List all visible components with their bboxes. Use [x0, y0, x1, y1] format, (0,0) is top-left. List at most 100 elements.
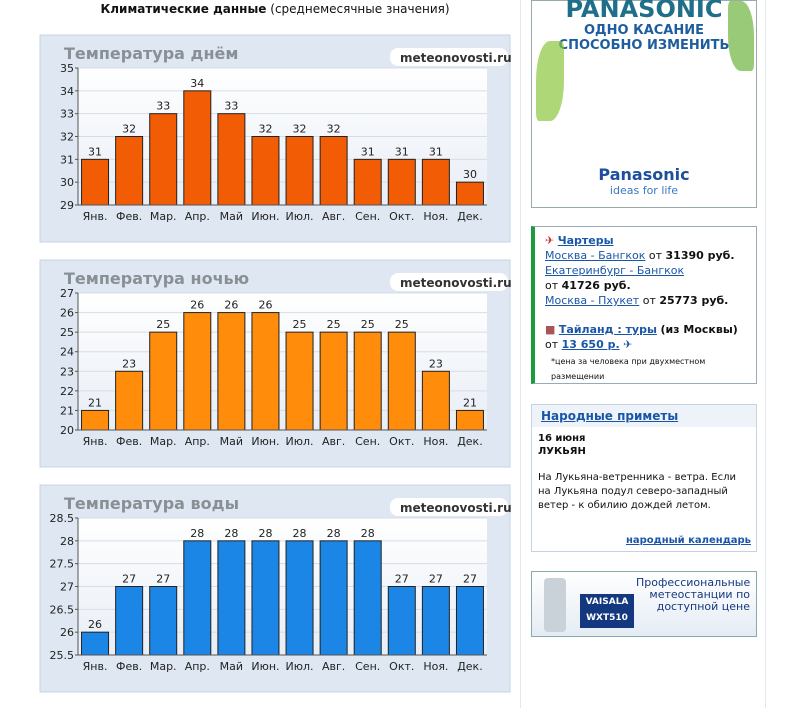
ad-brand: PANASONIC [565, 0, 723, 23]
tours-link[interactable]: Тайланд : туры [558, 323, 657, 336]
y-tick-label: 29 [60, 199, 74, 212]
bar [115, 370, 144, 431]
bar [285, 331, 314, 431]
bar [285, 540, 314, 656]
y-tick-label: 32 [60, 131, 74, 144]
value-label: 28 [258, 527, 272, 540]
price: 25773 руб. [659, 294, 729, 307]
value-label: 28 [224, 527, 238, 540]
bar [251, 312, 280, 431]
value-label: 28 [293, 527, 307, 540]
bar [319, 540, 348, 656]
folk-box: Народные приметы 16 июня ЛУКЬЯН На Лукья… [531, 404, 757, 552]
ad-line: СПОСОБНО ИЗМЕНИТЬ [558, 38, 730, 53]
value-label: 27 [395, 573, 409, 586]
plot-area [78, 293, 487, 430]
watermark-box [390, 273, 508, 291]
station-icon [544, 578, 566, 632]
x-tick-label: Апр. [185, 435, 210, 448]
x-tick-label: Янв. [83, 435, 108, 448]
x-tick-label: Фев. [116, 435, 142, 448]
value-label: 25 [361, 318, 375, 331]
value-label: 25 [293, 318, 307, 331]
bar [81, 409, 110, 431]
x-tick-label: Июл. [286, 210, 314, 223]
bar [387, 586, 416, 656]
footnote: *цена за человека при двухместном размещ… [551, 357, 706, 381]
bar [387, 158, 416, 206]
vaisala-brand: VAISALA [585, 597, 629, 607]
value-label: 26 [190, 299, 204, 312]
y-tick-label: 27 [60, 287, 74, 300]
x-tick-label: Июн. [251, 210, 279, 223]
folk-text: На Лукьяна-ветренника - ветра. Если на Л… [538, 472, 736, 511]
value-label: 27 [156, 573, 170, 586]
y-tick-label: 25 [60, 326, 74, 339]
watermark: meteonovosti.ru [400, 501, 512, 515]
value-label: 27 [463, 573, 477, 586]
x-tick-label: Мар. [150, 210, 177, 223]
route-link[interactable]: Екатеринбург - Бангкок [545, 264, 685, 277]
x-tick-label: Июн. [251, 660, 279, 673]
price: 31390 руб. [665, 249, 735, 262]
folk-link[interactable]: народный календарь [625, 535, 751, 546]
chart-title: Температура днём [64, 44, 238, 63]
bar [251, 136, 280, 206]
x-tick-label: Окт. [389, 210, 414, 223]
value-label: 31 [361, 145, 375, 158]
bar [387, 331, 416, 431]
bar [81, 631, 110, 656]
value-label: 25 [395, 318, 409, 331]
y-tick-label: 34 [60, 85, 74, 98]
value-label: 31 [88, 145, 102, 158]
y-tick-label: 25.5 [50, 649, 75, 662]
vaisala-ad[interactable]: VAISALA WXT510 Профессиональные метеостан… [531, 571, 757, 637]
bar [81, 158, 110, 206]
page-heading: Климатические данные (среднемесячные зна… [40, 2, 510, 16]
bar [353, 331, 382, 431]
bar [251, 540, 280, 656]
y-tick-label: 33 [60, 108, 74, 121]
ad-logo: Panasonic [598, 165, 690, 184]
bar [421, 158, 450, 206]
x-tick-label: Апр. [185, 660, 210, 673]
value-label: 23 [122, 357, 136, 370]
x-tick-label: Авг. [322, 210, 345, 223]
value-label: 32 [258, 123, 272, 136]
x-tick-label: Дек. [457, 435, 483, 448]
bar [115, 136, 144, 206]
x-tick-label: Июн. [251, 435, 279, 448]
bar [319, 136, 348, 206]
value-label: 28 [327, 527, 341, 540]
value-label: 28 [190, 527, 204, 540]
x-tick-label: Ноя. [423, 435, 448, 448]
folk-title[interactable]: Народные приметы [541, 409, 679, 423]
value-label: 25 [156, 318, 170, 331]
bar [455, 181, 484, 206]
bar [217, 113, 246, 206]
value-label: 25 [327, 318, 341, 331]
bar [353, 540, 382, 656]
bar [421, 586, 450, 656]
content-column [520, 0, 521, 708]
x-tick-label: Янв. [83, 210, 108, 223]
panasonic-ad[interactable]: PANASONIC ОДНО КАСАНИЕ СПОСОБНО ИЗМЕНИТЬ… [531, 0, 757, 208]
vaisala-text: Профессиональные метеостанции по доступн… [636, 576, 751, 613]
from: от [648, 249, 663, 262]
y-tick-label: 28.5 [50, 512, 75, 525]
value-label: 26 [258, 299, 272, 312]
charters-box: ✈ Чартеры Москва - Бангкок от 31390 руб.… [531, 226, 757, 384]
tours-price[interactable]: 13 650 р. [561, 338, 620, 351]
value-label: 32 [327, 123, 341, 136]
x-tick-label: Сен. [355, 210, 380, 223]
vaisala-logo: VAISALA WXT510 [580, 594, 634, 628]
value-label: 33 [156, 100, 170, 113]
y-tick-label: 26 [60, 626, 74, 639]
value-label: 32 [122, 123, 136, 136]
y-tick-label: 24 [60, 346, 74, 359]
watermark: meteonovosti.ru [400, 51, 512, 65]
charters-title[interactable]: Чартеры [557, 234, 614, 247]
from: от [545, 279, 559, 292]
route-link[interactable]: Москва - Бангкок [545, 249, 646, 262]
route-link[interactable]: Москва - Пхукет [545, 294, 640, 307]
